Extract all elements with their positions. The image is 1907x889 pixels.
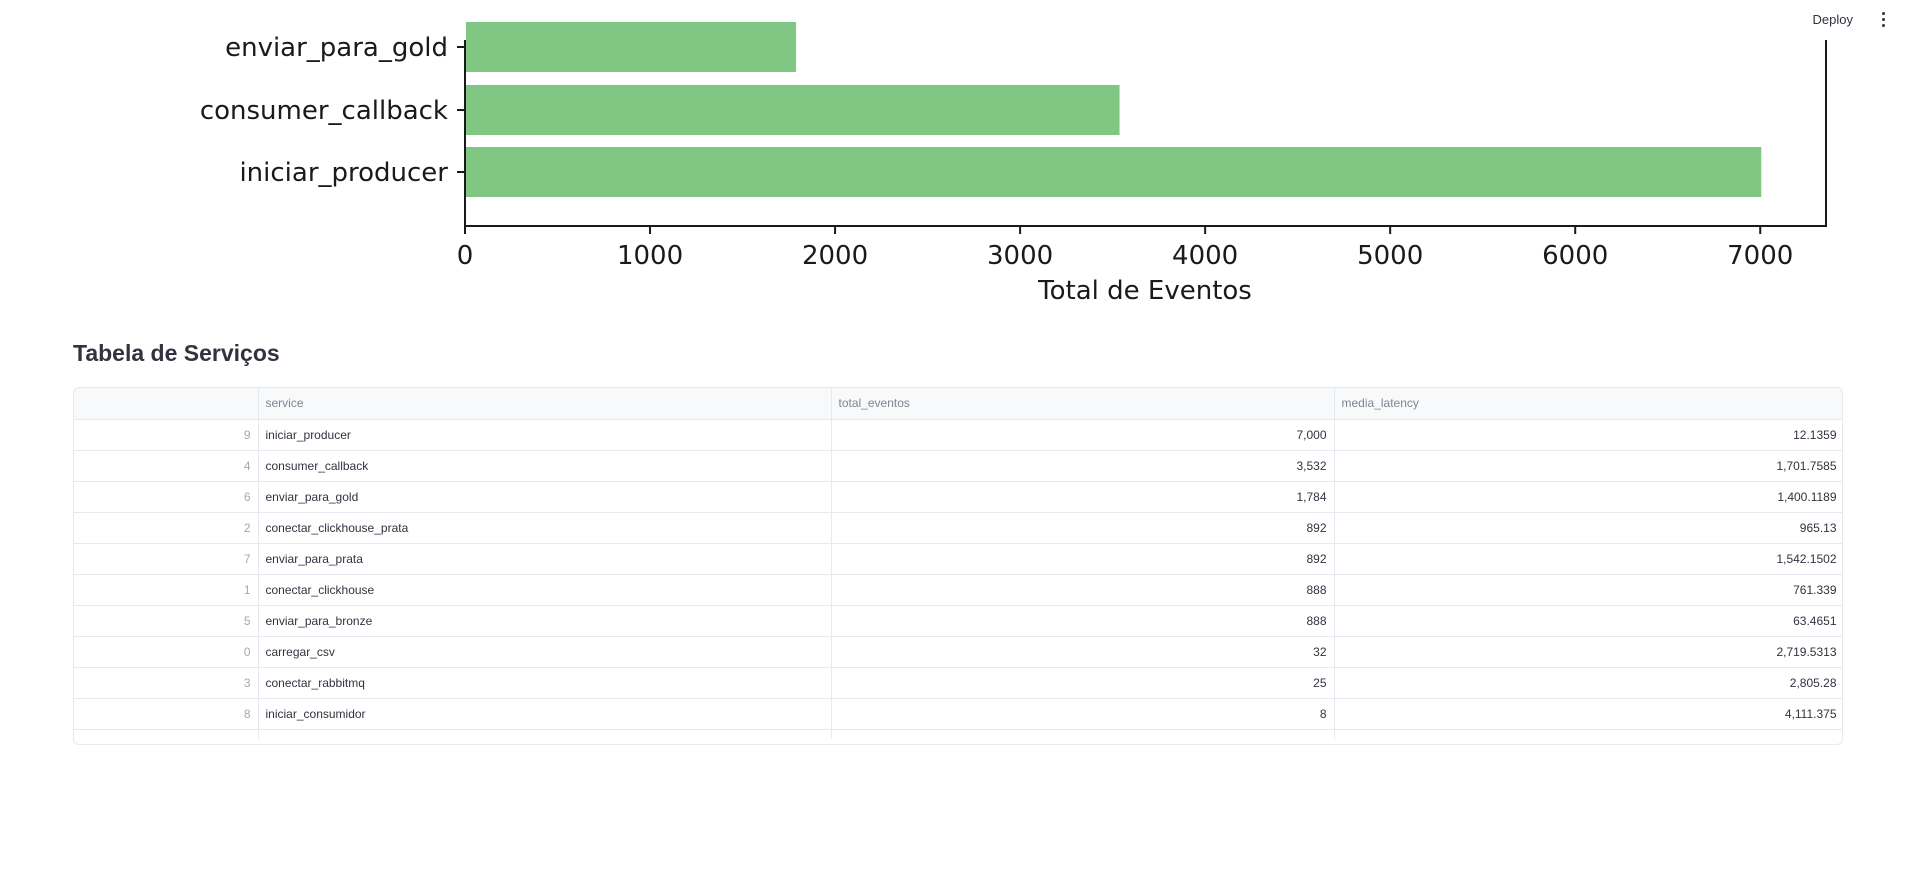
media-latency-cell[interactable]: 2,805.28	[1334, 667, 1842, 699]
total-eventos-cell[interactable]: 3,532	[831, 450, 1335, 482]
deploy-button[interactable]: Deploy	[1807, 8, 1859, 31]
row-index-cell[interactable]: 5	[74, 605, 259, 637]
x-tick-label: 4000	[1172, 241, 1238, 271]
y-tick-label: consumer_callback	[200, 96, 448, 126]
column-header-index[interactable]	[74, 388, 259, 420]
row-index-cell[interactable]: 9	[74, 419, 259, 451]
service-cell[interactable]: consumer_callback	[258, 450, 832, 482]
table-row[interactable]: 1 conectar_clickhouse 888 761.339	[74, 574, 1842, 606]
total-eventos-cell[interactable]: 892	[831, 543, 1335, 575]
x-tick-label: 5000	[1357, 241, 1423, 271]
x-tick-label: 0	[457, 241, 474, 271]
table-row[interactable]: 7 enviar_para_prata 892 1,542.1502	[74, 543, 1842, 575]
table-row[interactable]: 4 consumer_callback 3,532 1,701.7585	[74, 450, 1842, 482]
row-index-cell[interactable]: 6	[74, 481, 259, 513]
service-cell[interactable]: enviar_para_bronze	[258, 605, 832, 637]
service-cell[interactable]: enviar_para_gold	[258, 481, 832, 513]
row-index-cell[interactable]: 7	[74, 543, 259, 575]
app-toolbar: Deploy	[1807, 0, 1907, 38]
table-row[interactable]: 0 carregar_csv 32 2,719.5313	[74, 636, 1842, 668]
total-eventos-cell[interactable]: 7,000	[831, 419, 1335, 451]
table-row[interactable]: 3 conectar_rabbitmq 25 2,805.28	[74, 667, 1842, 699]
row-index-cell[interactable]: 2	[74, 512, 259, 544]
table-filler-row	[74, 729, 1842, 739]
x-axis-label: Total de Eventos	[1037, 276, 1252, 306]
service-cell[interactable]: conectar_clickhouse_prata	[258, 512, 832, 544]
y-tick-label: enviar_para_gold	[225, 33, 448, 63]
service-cell[interactable]: conectar_clickhouse	[258, 574, 832, 606]
bar-enviar_para_gold[interactable]	[466, 22, 797, 72]
media-latency-cell[interactable]: 2,719.5313	[1334, 636, 1842, 668]
table-body: 9 iniciar_producer 7,000 12.1359 4 consumer_c…	[74, 419, 1842, 739]
column-header-media-latency[interactable]: media_latency	[1334, 388, 1842, 420]
table-row[interactable]: 9 iniciar_producer 7,000 12.1359	[74, 419, 1842, 451]
row-index-cell[interactable]: 8	[74, 698, 259, 730]
service-cell[interactable]: iniciar_producer	[258, 419, 832, 451]
media-latency-cell[interactable]: 4,111.375	[1334, 698, 1842, 730]
column-header-service[interactable]: service	[258, 388, 832, 420]
row-index-cell[interactable]: 0	[74, 636, 259, 668]
x-tick-label: 3000	[987, 241, 1053, 271]
total-eventos-cell[interactable]: 8	[831, 698, 1335, 730]
table-row[interactable]: 6 enviar_para_gold 1,784 1,400.1189	[74, 481, 1842, 513]
total-eventos-cell[interactable]: 888	[831, 574, 1335, 606]
row-index-cell[interactable]: 3	[74, 667, 259, 699]
x-tick-label: 7000	[1727, 241, 1793, 271]
table-section-title: Tabela de Serviços	[73, 340, 280, 366]
table-row[interactable]: 2 conectar_clickhouse_prata 892 965.13	[74, 512, 1842, 544]
column-header-total-eventos[interactable]: total_eventos	[831, 388, 1335, 420]
service-cell[interactable]: iniciar_consumidor	[258, 698, 832, 730]
total-eventos-cell[interactable]: 1,784	[831, 481, 1335, 513]
x-tick-label: 1000	[617, 241, 683, 271]
services-table: service total_eventos media_latency 9 ini…	[74, 388, 1842, 739]
total-eventos-cell[interactable]: 25	[831, 667, 1335, 699]
bar-chart-svg: enviar_para_gold consumer_callbackiniciar…	[200, 22, 1827, 306]
media-latency-cell[interactable]: 1,400.1189	[1334, 481, 1842, 513]
x-tick-label: 6000	[1542, 241, 1608, 271]
table-row[interactable]: 8 iniciar_consumidor 8 4,111.375	[74, 698, 1842, 730]
filler-cell	[1334, 729, 1842, 739]
total-eventos-cell[interactable]: 892	[831, 512, 1335, 544]
bar-consumer_callback[interactable]	[466, 85, 1120, 135]
bar-iniciar_producer[interactable]	[466, 147, 1762, 197]
media-latency-cell[interactable]: 965.13	[1334, 512, 1842, 544]
media-latency-cell[interactable]: 761.339	[1334, 574, 1842, 606]
service-cell[interactable]: enviar_para_prata	[258, 543, 832, 575]
total-eventos-cell[interactable]: 888	[831, 605, 1335, 637]
row-index-cell[interactable]: 4	[74, 450, 259, 482]
total-eventos-cell[interactable]: 32	[831, 636, 1335, 668]
service-cell[interactable]: conectar_rabbitmq	[258, 667, 832, 699]
services-dataframe[interactable]: service total_eventos media_latency 9 ini…	[73, 387, 1843, 745]
y-tick-label: iniciar_producer	[239, 158, 448, 188]
media-latency-cell[interactable]: 1,701.7585	[1334, 450, 1842, 482]
filler-cell	[831, 729, 1335, 739]
table-row[interactable]: 5 enviar_para_bronze 888 63.4651	[74, 605, 1842, 637]
service-cell[interactable]: carregar_csv	[258, 636, 832, 668]
media-latency-cell[interactable]: 12.1359	[1334, 419, 1842, 451]
filler-cell	[258, 729, 832, 739]
table-header-row: service total_eventos media_latency	[74, 388, 1842, 420]
x-tick-label: 2000	[802, 241, 868, 271]
filler-cell	[74, 729, 259, 739]
row-index-cell[interactable]: 1	[74, 574, 259, 606]
media-latency-cell[interactable]: 63.4651	[1334, 605, 1842, 637]
vertical-dots-icon[interactable]	[1873, 7, 1893, 31]
media-latency-cell[interactable]: 1,542.1502	[1334, 543, 1842, 575]
